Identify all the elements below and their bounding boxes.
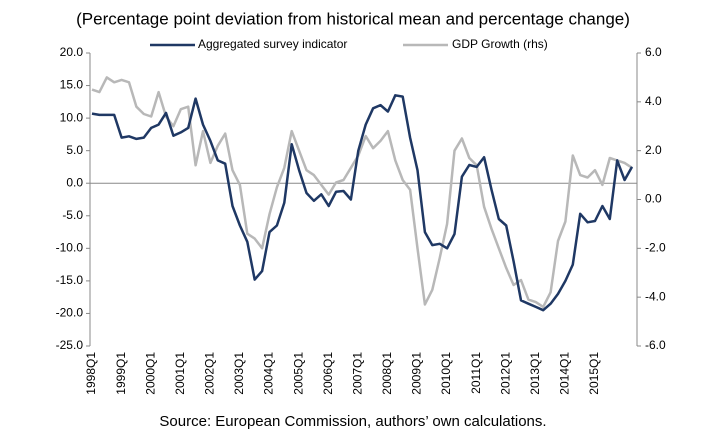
x-tick-label: 2012Q1 (498, 352, 512, 395)
data-line (91, 76, 633, 309)
y-tick-label: -20.0 (56, 306, 84, 320)
y2-tick-label: 4.0 (645, 94, 662, 108)
x-tick-label: 2011Q1 (469, 352, 483, 394)
y-tick-label: -10.0 (56, 241, 84, 255)
y-tick-label: 5.0 (66, 143, 83, 157)
x-tick-label: 2000Q1 (143, 352, 157, 395)
x-tick-label: 2014Q1 (558, 352, 572, 395)
x-tick-label: 2005Q1 (291, 352, 305, 395)
y-tick-label: -15.0 (56, 273, 84, 287)
y-tick-label: 10.0 (60, 110, 84, 124)
x-tick-label: 2007Q1 (350, 352, 364, 395)
y2-tick-label: -4.0 (645, 289, 666, 303)
y2-tick-label: 6.0 (645, 45, 662, 59)
x-tick-label: 2010Q1 (439, 352, 453, 395)
data-line (91, 94, 634, 312)
x-tick-label: 2001Q1 (173, 352, 187, 395)
y-tick-label: -25.0 (56, 338, 84, 352)
legend-label: Aggregated survey indicator (198, 37, 347, 51)
x-tick-label: 2004Q1 (262, 352, 276, 395)
y-tick-label: 0.0 (66, 175, 83, 189)
y-tick-label: 15.0 (60, 78, 84, 92)
x-tick-label: 2009Q1 (410, 352, 424, 395)
x-tick-label: 1998Q1 (84, 352, 98, 395)
x-tick-label: 2015Q1 (587, 352, 601, 395)
source-note: Source: European Commission, authors’ ow… (159, 413, 546, 430)
y2-tick-label: -6.0 (645, 338, 666, 352)
chart-subtitle: (Percentage point deviation from histori… (76, 9, 630, 28)
y2-tick-label: 0.0 (645, 192, 662, 206)
y2-tick-label: -2.0 (645, 241, 666, 255)
y-tick-label: -5.0 (62, 208, 83, 222)
x-tick-label: 2006Q1 (321, 352, 335, 395)
x-tick-label: 2013Q1 (528, 352, 542, 395)
y-tick-label: 20.0 (60, 45, 84, 59)
x-tick-label: 2008Q1 (380, 352, 394, 395)
legend-label: GDP Growth (rhs) (452, 37, 548, 51)
x-tick-label: 2002Q1 (203, 352, 217, 395)
x-tick-label: 1999Q1 (114, 352, 128, 395)
y2-tick-label: 2.0 (645, 143, 662, 157)
x-tick-label: 2003Q1 (232, 352, 246, 395)
